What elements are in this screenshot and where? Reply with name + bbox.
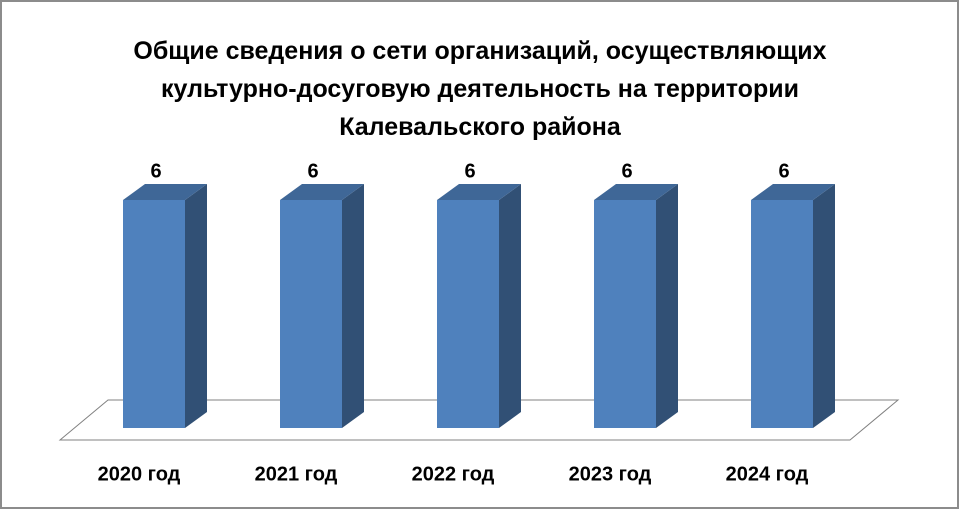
- x-tick-label: 2024 год: [726, 463, 809, 485]
- bar-side: [185, 184, 207, 428]
- x-tick-label: 2020 год: [98, 463, 181, 485]
- bar-side: [813, 184, 835, 428]
- bar-top: [123, 184, 207, 200]
- bar: [594, 200, 656, 428]
- bar: [751, 200, 813, 428]
- value-label: 6: [150, 160, 161, 182]
- bar-side: [499, 184, 521, 428]
- x-tick-label: 2021 год: [255, 463, 338, 485]
- bar-top: [280, 184, 364, 200]
- value-label: 6: [778, 160, 789, 182]
- x-tick-label: 2023 год: [569, 463, 652, 485]
- chart-title: Общие сведения о сети организаций, осуще…: [133, 37, 827, 141]
- bar: [437, 200, 499, 428]
- value-label: 6: [464, 160, 475, 182]
- bar-side: [656, 184, 678, 428]
- bar: [280, 200, 342, 428]
- bar: [123, 200, 185, 428]
- bar-top: [594, 184, 678, 200]
- x-tick-label: 2022 год: [412, 463, 495, 485]
- value-label: 6: [621, 160, 632, 182]
- value-label: 6: [307, 160, 318, 182]
- bar-top: [437, 184, 521, 200]
- bar-side: [342, 184, 364, 428]
- bar-top: [751, 184, 835, 200]
